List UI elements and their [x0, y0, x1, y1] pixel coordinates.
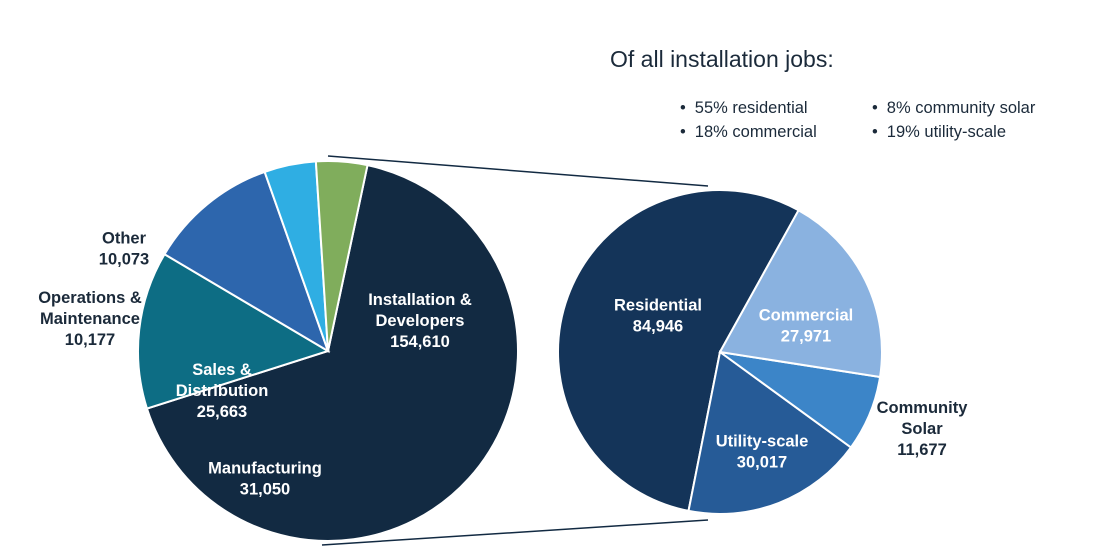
slice-label-installation-developers: Installation & Developers 154,610: [368, 291, 472, 351]
slice-installation-developers: [145, 163, 519, 542]
bullet-list-right: 8% community solar 19% utility-scale: [872, 96, 1036, 144]
main-pie: [137, 160, 519, 542]
slice-labels: Installation & Developers 154,610 Manufactu…: [38, 230, 968, 499]
bullet-item: 8% community solar: [872, 96, 1036, 120]
installation-breakdown-pie: [557, 189, 883, 515]
bullet-list-left: 55% residential 18% commercial: [680, 96, 817, 144]
slice-label-commercial: Commercial 27,971: [759, 307, 853, 346]
slice-other: [314, 160, 369, 352]
slice-label-other: Other 10,073: [99, 230, 149, 269]
slice-label-sales-distribution: Sales & Distribution 25,663: [176, 361, 269, 421]
slice-residential: [557, 189, 800, 513]
slice-sales-distribution: [163, 170, 330, 354]
slice-label-manufacturing: Manufacturing 31,050: [208, 460, 322, 499]
slice-commercial: [687, 350, 853, 515]
slice-label-community-solar: Community Solar 11,677: [877, 399, 969, 459]
connector-line-top: [327, 155, 709, 187]
connector-line-bottom: [321, 519, 709, 546]
slice-label-residential: Residential 84,946: [614, 297, 702, 336]
bullet-item: 55% residential: [680, 96, 817, 120]
bullet-item: 18% commercial: [680, 120, 817, 144]
slice-manufacturing: [137, 252, 331, 410]
bullet-item: 19% utility-scale: [872, 120, 1035, 144]
slice-label-utility-scale: Utility-scale 30,017: [716, 433, 809, 472]
breakdown-heading: Of all installation jobs:: [610, 46, 834, 72]
slice-utility-scale: [718, 208, 883, 379]
connector-lines: [321, 155, 709, 546]
slice-label-operations-maintenance: Operations & Maintenance 10,177: [38, 289, 142, 349]
